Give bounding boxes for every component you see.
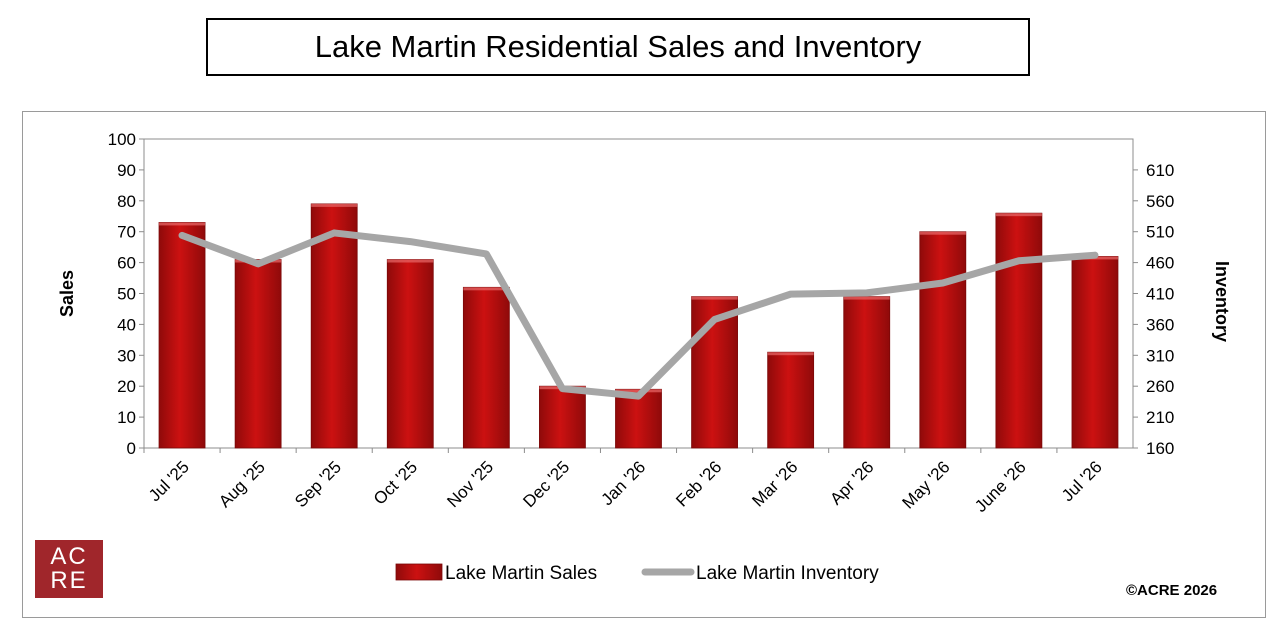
sales-bar-highlight — [311, 203, 358, 207]
y2-tick-label: 310 — [1146, 346, 1174, 365]
sales-bar-highlight — [767, 352, 814, 356]
sales-bar — [386, 259, 434, 449]
sales-bar — [1071, 256, 1119, 449]
x-tick-label: Nov '25 — [443, 457, 497, 511]
y-tick-label: 50 — [117, 285, 136, 304]
sales-bar-highlight — [995, 213, 1042, 217]
legend-sales-label: Lake Martin Sales — [445, 563, 597, 584]
x-tick-label: Jul '25 — [145, 457, 193, 505]
sales-bar — [843, 296, 891, 449]
x-tick-label: Mar '26 — [748, 457, 801, 510]
y-tick-label: 70 — [117, 223, 136, 242]
y2-tick-label: 610 — [1146, 161, 1174, 180]
combo-chart: 0 10 20 30 40 50 60 70 80 90 100 160 210 260 310 360 410… — [57, 130, 1232, 584]
logo-line-1: AC — [50, 543, 88, 570]
chart-title: Lake Martin Residential Sales and Invent… — [314, 29, 922, 64]
logo-line-2: RE — [50, 567, 88, 594]
x-tick-label: Sep '25 — [291, 457, 345, 511]
x-tick-label: Feb '26 — [672, 457, 725, 510]
y-tick-label: 100 — [108, 130, 136, 149]
chart-title-box: Lake Martin Residential Sales and Invent… — [206, 18, 1030, 76]
y2-tick-label: 460 — [1146, 254, 1174, 273]
y-tick-label: 30 — [117, 346, 136, 365]
sales-bar — [767, 351, 815, 449]
y-tick-label: 60 — [117, 254, 136, 273]
sales-bar — [158, 222, 206, 449]
chart-frame: 0 10 20 30 40 50 60 70 80 90 100 160 210 260 310 360 410… — [22, 111, 1266, 618]
y2-axis-title: Inventory — [1212, 261, 1232, 342]
y-tick-label: 20 — [117, 377, 136, 396]
legend-inventory-label: Lake Martin Inventory — [696, 563, 879, 584]
copyright-notice: ©ACRE 2026 — [1126, 582, 1218, 599]
sales-bar — [462, 286, 510, 449]
legend-sales-swatch — [395, 563, 443, 581]
y-axis-title: Sales — [57, 270, 77, 317]
y2-tick-label: 260 — [1146, 377, 1174, 396]
sales-bar — [919, 231, 967, 449]
y2-tick-label: 360 — [1146, 315, 1174, 334]
y-tick-label: 10 — [117, 408, 136, 427]
x-tick-label: Apr '26 — [826, 457, 877, 508]
y2-tick-label: 160 — [1146, 439, 1174, 458]
y2-tick-label: 410 — [1146, 285, 1174, 304]
sales-bar-highlight — [843, 296, 890, 300]
sales-bar-highlight — [615, 389, 662, 393]
x-tick-label: May '26 — [898, 457, 953, 512]
acre-logo: AC RE — [35, 540, 103, 598]
y-tick-label: 80 — [117, 192, 136, 211]
x-tick-label: June '26 — [971, 457, 1030, 516]
sales-bar-highlight — [159, 222, 206, 226]
sales-bar — [234, 259, 282, 449]
sales-bar — [995, 212, 1043, 449]
x-tick-label: Jul '26 — [1058, 457, 1106, 505]
sales-bar — [539, 385, 586, 449]
x-tick-label: Aug '25 — [215, 457, 269, 511]
y-tick-label: 90 — [117, 161, 136, 180]
y-tick-label: 0 — [127, 439, 136, 458]
y-tick-label: 40 — [117, 315, 136, 334]
y2-tick-label: 210 — [1146, 408, 1174, 427]
x-tick-label: Dec '25 — [519, 457, 573, 511]
sales-bar-highlight — [691, 296, 738, 300]
x-tick-label: Oct '25 — [370, 457, 421, 508]
sales-bar-highlight — [387, 259, 434, 263]
y2-tick-label: 510 — [1146, 223, 1174, 242]
sales-bar — [310, 203, 358, 449]
x-tick-label: Jan '26 — [597, 457, 649, 509]
sales-bar-highlight — [463, 287, 510, 291]
y2-tick-label: 560 — [1146, 192, 1174, 211]
sales-bar-highlight — [919, 231, 966, 235]
